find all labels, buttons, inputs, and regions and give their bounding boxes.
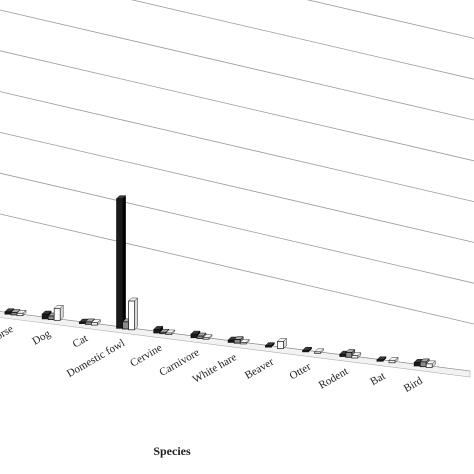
gridline [0,132,474,243]
gridline [0,91,474,202]
bar-domestic-fowl-series-3 [128,300,136,331]
bar-side [134,297,138,331]
tick-label: Bat [368,370,387,388]
bar-domestic-fowl-series-1 [116,198,123,329]
gridlines [0,0,474,325]
bar-dog-series-3 [53,307,61,321]
bar-bat-series-3 [388,359,396,364]
bar-cat-series-3 [91,322,98,326]
bar-rodent-series-1 [339,353,347,357]
gridline [306,0,474,39]
bar-white-hare-series-3 [239,342,247,345]
tick-label: orse [0,323,16,343]
bar-otter-series-3 [314,351,322,354]
bar-carnivore-series-2 [196,335,204,339]
bar-cervine-series-2 [159,331,167,335]
tick-label: Cat [71,332,90,350]
bar-horse-series-3 [16,312,24,317]
gridline [0,50,474,162]
bar-carnivore-series-1 [190,333,198,339]
bar-side [122,195,126,329]
bar-beaver-series-1 [264,345,272,348]
bar-white-hare-series-2 [233,339,241,344]
gridline [130,0,474,80]
tick-label: Cervine [128,342,164,370]
tick-label: Bird [402,375,425,395]
x-axis-title: Species [153,444,191,458]
bars [4,195,436,369]
tick-label: Rodent [317,365,351,391]
bar-dog-series-2 [47,315,55,321]
bar-cervine-series-3 [165,332,173,335]
tick-label: Beaver [243,356,276,382]
bar-bird-series-2 [419,361,427,368]
bar-beaver-series-3 [276,341,284,350]
bar-dog-series-1 [41,313,49,320]
bar-domestic-fowl-series-2 [122,321,129,330]
bar-cervine-series-1 [153,328,161,334]
gridline [0,172,474,284]
bar-rodent-series-2 [345,352,353,358]
bar-white-hare-series-1 [227,339,235,343]
bar-rodent-series-3 [351,355,359,359]
bar-bat-series-1 [376,359,384,362]
bar-otter-series-1 [302,349,310,353]
gridline [0,9,474,121]
bar-bird-series-1 [413,361,421,367]
bar-cat-series-1 [79,321,86,324]
bar-bird-series-3 [425,363,433,368]
tick-label: Otter [288,360,314,382]
tick-label: Dog [30,327,53,347]
bar-carnivore-series-3 [202,337,210,340]
gridline [0,213,474,325]
bar-horse-series-2 [10,312,18,316]
bar-horse-series-1 [4,311,12,315]
bar-cat-series-2 [85,321,92,325]
